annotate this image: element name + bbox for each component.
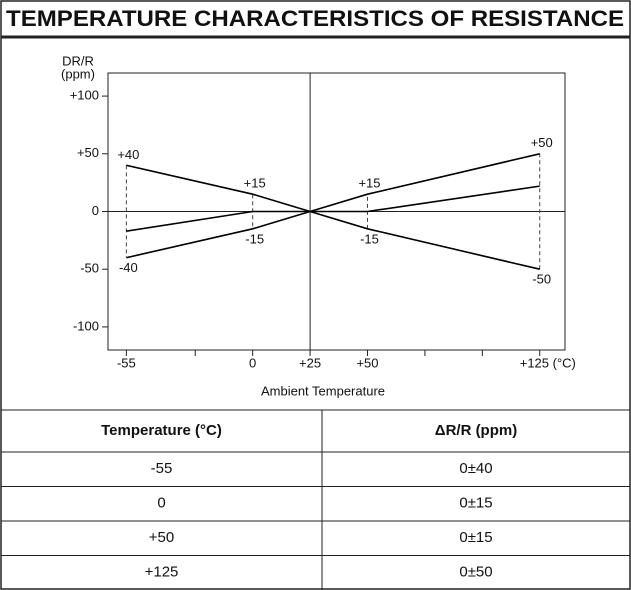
data-label: -15 [360,231,379,246]
data-label: +50 [531,135,553,150]
series-line [126,153,540,259]
table-cell: 0 [157,495,165,512]
series-line [126,164,540,270]
table-cell: 0±40 [459,460,492,477]
data-label: +15 [244,176,266,191]
x-tick-label: 0 [249,355,256,370]
x-tick-label: -55 [117,355,136,370]
y-tick-label: -50 [80,261,99,276]
table-cell: +125 [145,564,179,581]
x-tick-label: +125 (°C) [520,355,576,370]
table-cell: +50 [149,529,174,546]
series-line [126,185,540,232]
y-axis-label: DR/R [62,53,94,68]
table-cell: -55 [151,460,173,477]
table-header: ΔR/R (ppm) [435,422,517,439]
y-tick-label: +100 [70,88,99,103]
y-tick-label: +50 [77,145,99,160]
table-cell: 0±15 [459,529,492,546]
data-label: -50 [532,272,551,287]
y-tick-label: 0 [92,203,99,218]
table-cell: 0±50 [459,564,492,581]
data-label: -15 [245,231,264,246]
data-label: +15 [358,176,380,191]
x-tick-label: +25 [299,355,321,370]
table-cell: 0±15 [459,495,492,512]
table-header: Temperature (°C) [101,422,222,439]
x-tick-label: +50 [356,355,378,370]
data-label: +40 [117,147,139,162]
title: TEMPERATURE CHARACTERISTICS OF RESISTANC… [6,6,624,31]
x-axis-label: Ambient Temperature [261,383,385,398]
data-label: -40 [119,260,138,275]
y-axis-label: (ppm) [61,66,95,81]
y-tick-label: -100 [73,318,99,333]
